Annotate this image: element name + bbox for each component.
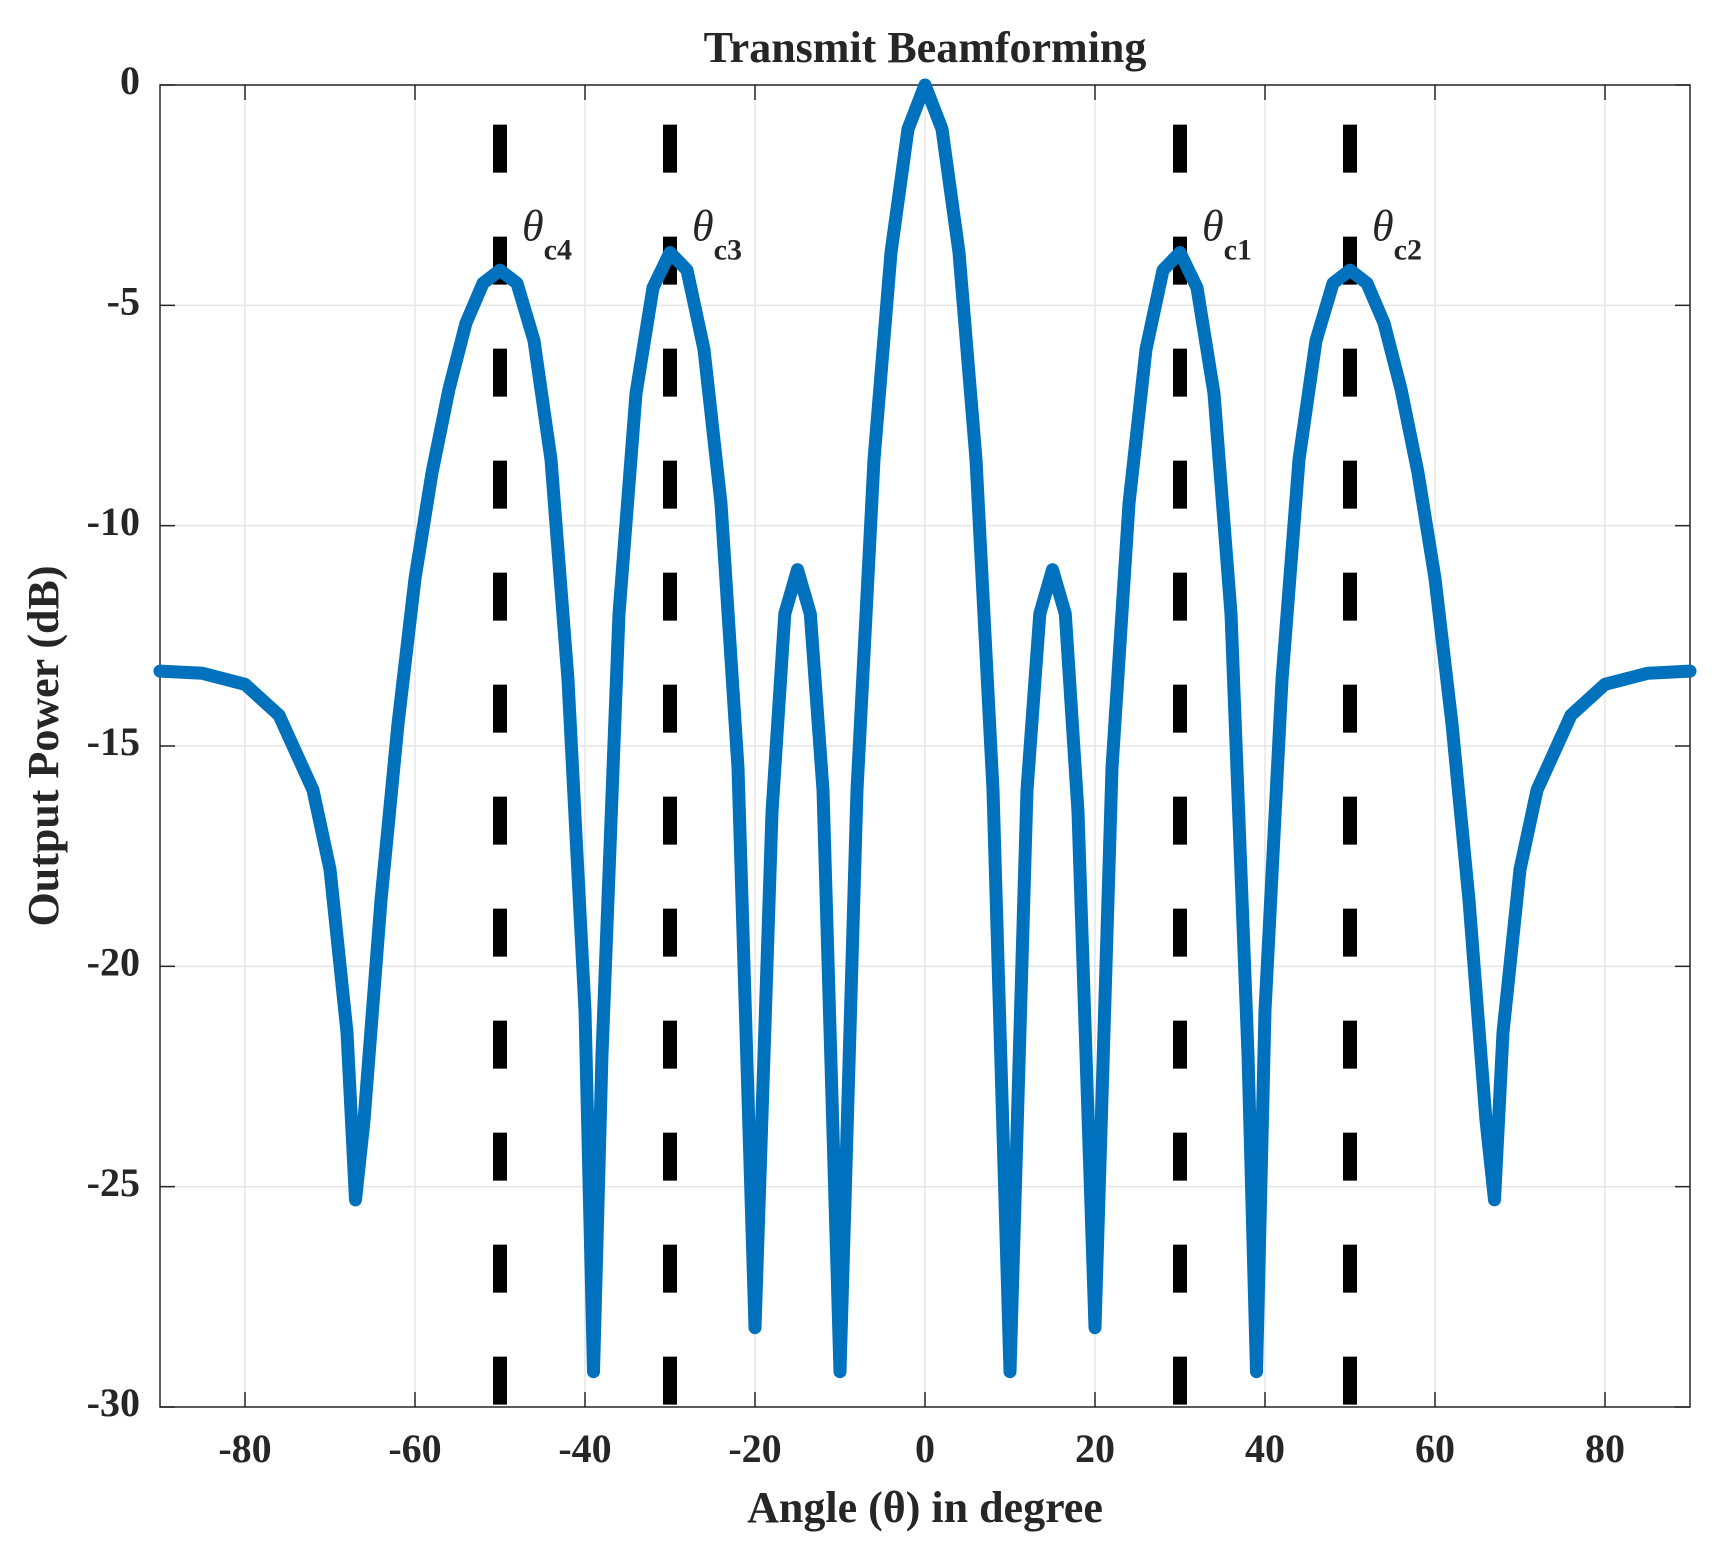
y-tick-label: -15 [87, 719, 140, 764]
x-tick-label: 0 [915, 1426, 935, 1471]
marker-subscript: c4 [544, 233, 572, 266]
marker-subscript: c1 [1224, 233, 1252, 266]
x-tick-label: -60 [388, 1426, 441, 1471]
y-tick-label: -10 [87, 499, 140, 544]
x-tick-label: -40 [558, 1426, 611, 1471]
y-tick-label: -30 [87, 1380, 140, 1425]
x-axis-label: Angle (θ) in degree [747, 1483, 1103, 1532]
y-tick-label: -25 [87, 1160, 140, 1205]
marker-symbol: θ [522, 202, 544, 251]
marker-subscript: c2 [1394, 233, 1422, 266]
x-tick-label: -20 [728, 1426, 781, 1471]
x-tick-label: 60 [1415, 1426, 1455, 1471]
x-tick-label: 40 [1245, 1426, 1285, 1471]
marker-label: θc3 [692, 202, 742, 267]
y-tick-label: 0 [120, 58, 140, 103]
data-line [153, 78, 1697, 1379]
y-axis-label: Output Power (dB) [19, 566, 68, 927]
x-tick-label: 20 [1075, 1426, 1115, 1471]
marker-label: θc2 [1372, 202, 1422, 267]
marker-label: θc1 [1202, 202, 1252, 267]
marker-subscript: c3 [714, 233, 742, 266]
chart-title: Transmit Beamforming [704, 23, 1147, 72]
marker-symbol: θ [1372, 202, 1394, 251]
y-tick-label: -5 [107, 279, 140, 324]
marker-symbol: θ [1202, 202, 1224, 251]
x-tick-label: -80 [218, 1426, 271, 1471]
y-tick-label: -20 [87, 940, 140, 985]
marker-symbol: θ [692, 202, 714, 251]
x-tick-label: 80 [1585, 1426, 1625, 1471]
marker-label: θc4 [522, 202, 572, 267]
